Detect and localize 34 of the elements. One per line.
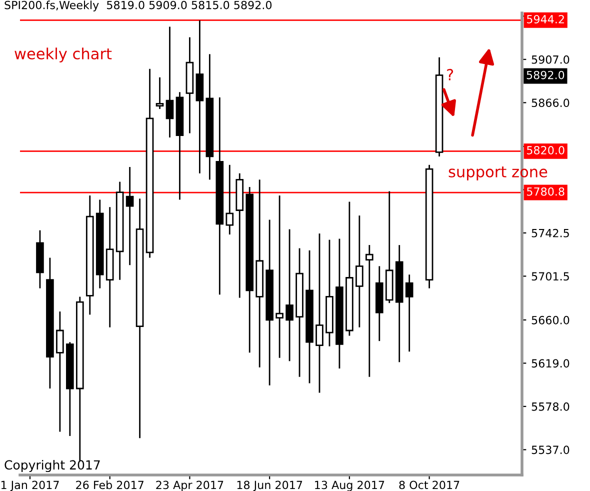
candlestick bbox=[356, 214, 364, 328]
chart-title: SPI200.fs,Weekly 5819.0 5909.0 5815.0 5892.0 bbox=[4, 0, 272, 12]
annotation: support zone bbox=[448, 166, 548, 180]
ref-line-label: 5944.2 bbox=[527, 14, 564, 24]
y-tick-label: 5578.0 bbox=[532, 402, 570, 411]
candlestick bbox=[226, 164, 234, 236]
ref-line-label: 5780.8 bbox=[527, 187, 564, 196]
y-tick-label: 5537.0 bbox=[532, 446, 570, 454]
candlestick bbox=[405, 274, 414, 352]
candlestick bbox=[126, 166, 134, 266]
y-tick-label: 5619.0 bbox=[532, 359, 570, 368]
ref-line-label: 5820.0 bbox=[527, 146, 564, 154]
annotation: weekly chart bbox=[14, 48, 112, 62]
x-tick-label: 23 Apr 2017 bbox=[156, 480, 224, 491]
x-tick-label: 26 Feb 2017 bbox=[76, 480, 144, 490]
candlestick bbox=[166, 26, 174, 138]
y-tick-label: 5742.5 bbox=[532, 228, 569, 238]
x-tick-label: 1 Jan 2017 bbox=[1, 480, 59, 491]
candlestick bbox=[276, 194, 284, 359]
x-tick-label: 13 Aug 2017 bbox=[315, 480, 384, 491]
y-tick-label: 5907.0 bbox=[532, 55, 570, 64]
x-tick-label: 8 Oct 2017 bbox=[399, 480, 460, 490]
candlestick bbox=[56, 310, 64, 432]
annotation: Copyright 2017 bbox=[4, 460, 100, 472]
candlestick bbox=[366, 244, 374, 378]
text: 5892.0 bbox=[526, 70, 564, 80]
y-tick-label: 5660.0 bbox=[532, 316, 570, 324]
x-tick-label: 18 Jun 2017 bbox=[237, 480, 302, 491]
candlestick bbox=[286, 228, 294, 362]
annotation: ? bbox=[447, 68, 454, 80]
y-tick-label: 5866.0 bbox=[532, 98, 570, 108]
candlestick bbox=[316, 232, 324, 394]
y-tick-label: 5701.5 bbox=[532, 272, 569, 281]
candlestick bbox=[156, 76, 164, 110]
